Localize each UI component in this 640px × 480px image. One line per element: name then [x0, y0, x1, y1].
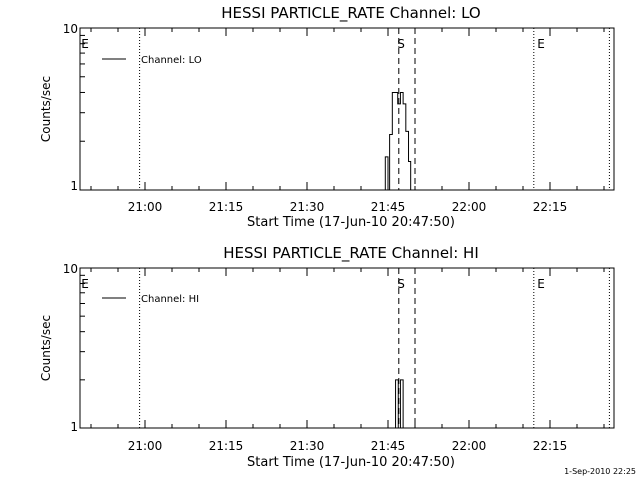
x-tick-label: 21:45: [371, 200, 406, 214]
series-line-lo: [382, 91, 412, 191]
x-tick-label: 22:15: [533, 200, 568, 214]
legend-label: Channel: HI: [141, 294, 199, 305]
event-label-s: S: [397, 37, 405, 51]
x-tick-label: 21:00: [128, 200, 163, 214]
x-tick-label: 21:30: [290, 200, 325, 214]
x-tick-label: 21:15: [209, 200, 244, 214]
x-tick-label: 21:00: [128, 439, 163, 453]
plot-frame: [79, 267, 615, 429]
event-label-s: S: [397, 277, 405, 291]
series-line-hi: [393, 379, 404, 429]
event-label-e: E: [537, 277, 545, 291]
event-markers: [139, 28, 610, 190]
x-tick-label: 21:30: [290, 439, 325, 453]
x-axis-label: Start Time (17-Jun-10 20:47:50): [247, 215, 455, 230]
chart-title: HESSI PARTICLE_RATE Channel: LO: [221, 4, 480, 23]
y-axis-label: Counts/sec: [39, 76, 53, 142]
y-tick-label: 10: [63, 262, 78, 276]
x-ticks: [80, 268, 605, 428]
x-tick-label: 22:15: [533, 439, 568, 453]
footer-timestamp: 1-Sep-2010 22:25: [564, 467, 636, 476]
x-tick-label: 22:00: [452, 200, 487, 214]
event-markers: [139, 268, 610, 428]
y-tick-label: 10: [63, 22, 78, 36]
legend-label: Channel: LO: [141, 55, 202, 66]
y-tick-label: 1: [70, 420, 78, 434]
plot-frame: [79, 27, 615, 191]
x-axis-label: Start Time (17-Jun-10 20:47:50): [247, 455, 455, 470]
event-label-e: E: [537, 37, 545, 51]
y-tick-label: 1: [70, 179, 78, 193]
x-tick-label: 21:15: [209, 439, 244, 453]
panel-hi: HESSI PARTICLE_RATE Channel: HI 10 1 Cou…: [39, 244, 615, 470]
x-ticks: [80, 28, 605, 190]
x-tick-label: 21:45: [371, 439, 406, 453]
chart-title: HESSI PARTICLE_RATE Channel: HI: [223, 244, 479, 263]
x-tick-label: 22:00: [452, 439, 487, 453]
y-axis-label: Counts/sec: [39, 315, 53, 381]
panel-lo: HESSI PARTICLE_RATE Channel: LO 10 1 Cou…: [39, 4, 615, 230]
